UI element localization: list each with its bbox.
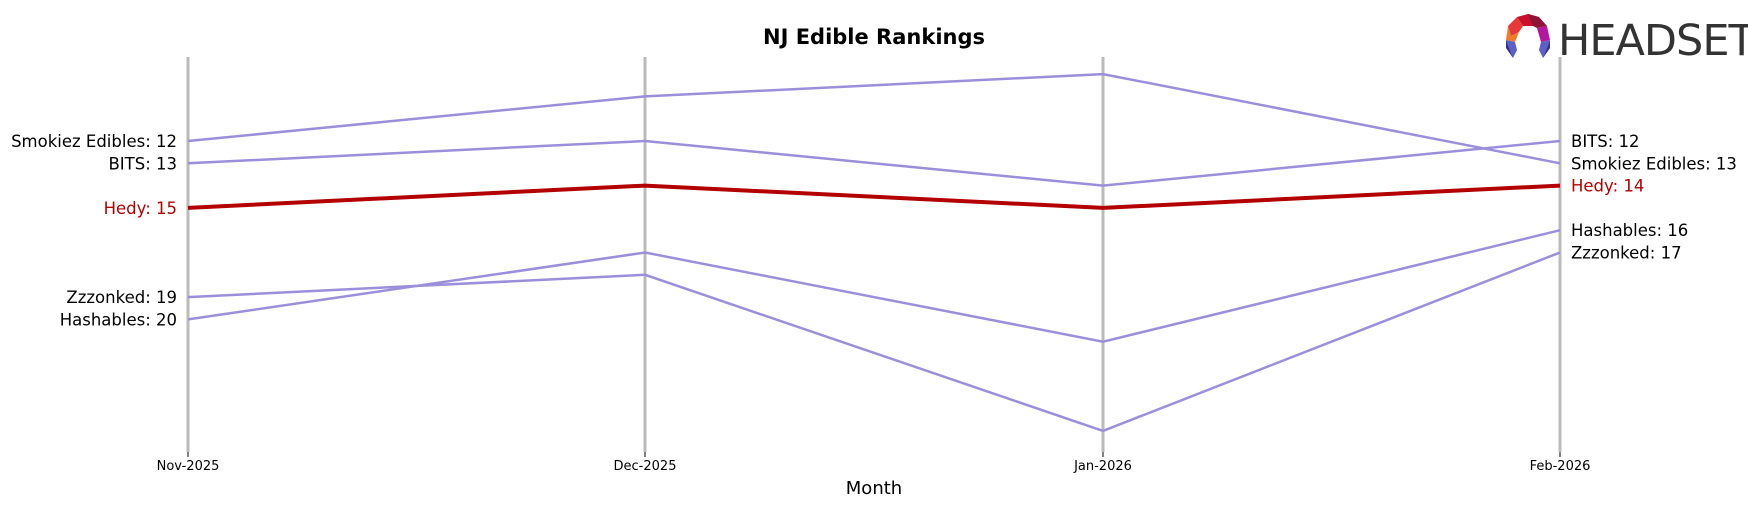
series-lines <box>187 72 1561 433</box>
headset-logo-icon <box>1506 14 1550 58</box>
headset-logo-text: HEADSET <box>1558 16 1748 66</box>
x-tick-label: Jan-2026 <box>1073 459 1132 474</box>
headset-logo: HEADSET <box>1506 14 1748 66</box>
right-label: BITS: 12 <box>1571 132 1640 151</box>
right-label: Hashables: 16 <box>1571 221 1688 240</box>
left-label: BITS: 13 <box>108 154 177 173</box>
series-line-smokiez-edibles <box>187 72 1561 165</box>
x-tick-labels: Nov-2025 Dec-2025 Jan-2026 Feb-2026 <box>157 459 1591 474</box>
series-line-bits <box>187 139 1561 187</box>
right-label: Smokiez Edibles: 13 <box>1571 154 1737 173</box>
x-axis-title: Month <box>846 478 902 499</box>
right-label: Zzzonked: 17 <box>1571 244 1682 263</box>
x-tick-label: Dec-2025 <box>614 459 677 474</box>
series-line-hashables <box>187 228 1561 343</box>
left-label: Smokiez Edibles: 12 <box>11 132 177 151</box>
left-label: Hedy: 15 <box>104 199 177 218</box>
x-tick-label: Feb-2026 <box>1530 459 1591 474</box>
x-tick-label: Nov-2025 <box>157 459 220 474</box>
chart-title: NJ Edible Rankings <box>763 25 985 49</box>
right-label: Hedy: 14 <box>1571 177 1644 196</box>
left-label: Hashables: 20 <box>60 310 177 329</box>
left-label: Zzzonked: 19 <box>66 288 177 307</box>
month-axes <box>186 57 1562 457</box>
left-end-labels: Smokiez Edibles: 12 BITS: 13 Hedy: 15 Zzzon… <box>11 132 177 329</box>
series-line-hedy <box>187 183 1561 210</box>
right-end-labels: BITS: 12 Smokiez Edibles: 13 Hedy: 14 Hasha… <box>1571 132 1737 263</box>
